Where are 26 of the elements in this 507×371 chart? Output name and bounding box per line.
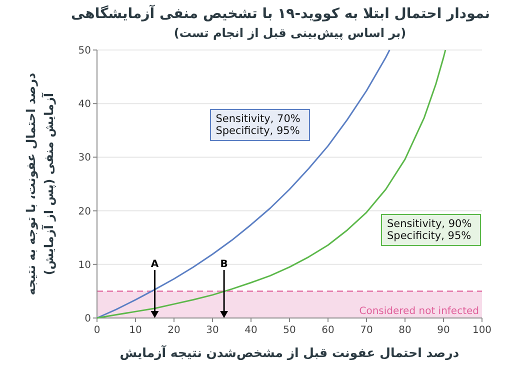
x-tick-label: 20: [168, 325, 180, 336]
y-tick-label: 10: [78, 260, 91, 271]
y-tick-label: 0: [84, 314, 91, 324]
x-tick-label: 10: [129, 325, 142, 336]
x-tick-label: 80: [398, 325, 412, 336]
series-label: Sensitivity, 90% Specificity, 95%: [381, 214, 482, 246]
x-tick-label: 90: [437, 325, 450, 336]
chart-subtitle: (بر اساس پیش‌بینی قبل از انجام تست): [172, 26, 408, 40]
x-tick-label: 70: [360, 325, 373, 336]
text: Sensitivity, 70% Specificity, 95%: [210, 109, 310, 142]
x-tick-label: 100: [472, 325, 492, 336]
y-tick-label: 40: [78, 99, 91, 110]
x-tick-label: 40: [244, 325, 258, 336]
x-axis-title: درصد احتمال عفونت قبل از مشخص‌شدن نتیجه آزمایش: [118, 345, 460, 360]
y-tick-label: 30: [78, 152, 91, 164]
annotation: A: [150, 259, 159, 270]
x-tick-label: 50: [283, 325, 296, 336]
x-tick-label: 30: [206, 325, 219, 336]
x-tick-label: 0: [94, 325, 100, 336]
chart-title: نمودار احتمال ابتلا به کووید-۱۹ با تشخیص منفی آزمایشگاهی: [71, 6, 490, 22]
x-tick-label: 60: [322, 325, 334, 336]
annotation: B: [220, 259, 228, 270]
y-axis-title: درصد احتمال عفونت، با توجه به نتیجه آزمایش منفی (پس از آزمایش): [23, 72, 57, 298]
band-label: Considered not infected: [359, 306, 479, 317]
y-tick-label: 50: [78, 46, 91, 56]
y-tick-label: 20: [78, 206, 91, 218]
